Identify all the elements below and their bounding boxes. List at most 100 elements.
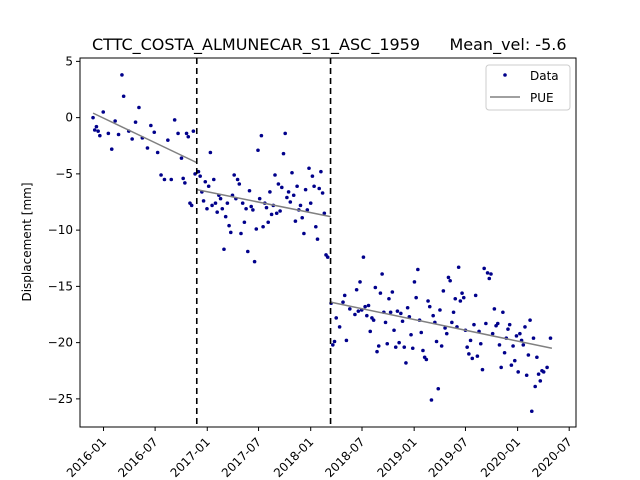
data-point	[133, 120, 138, 124]
data-point	[96, 129, 100, 133]
data-point	[419, 330, 424, 335]
data-point	[358, 280, 362, 284]
axes-frame	[79, 57, 577, 428]
data-point	[91, 115, 95, 120]
data-point	[356, 309, 361, 313]
data-point	[201, 199, 206, 203]
data-point	[368, 329, 373, 334]
data-point	[472, 322, 476, 327]
data-point	[159, 173, 163, 177]
data-point	[244, 206, 248, 211]
x-tick-label: 2018-01	[271, 435, 316, 480]
x-tick-label: 2019-01	[374, 435, 419, 480]
data-point	[286, 190, 291, 194]
data-point	[521, 343, 526, 347]
x-tick-label: 2019-07	[426, 435, 471, 480]
legend-data-label: Data	[530, 69, 559, 83]
data-point	[181, 176, 185, 181]
legend-box	[485, 64, 571, 111]
data-point	[395, 309, 400, 313]
data-point	[213, 201, 218, 205]
data-point	[198, 174, 202, 178]
data-point	[278, 209, 282, 213]
data-point	[232, 173, 236, 177]
data-point	[506, 327, 510, 331]
data-point	[145, 146, 150, 150]
data-point	[414, 295, 418, 300]
data-point	[388, 310, 393, 315]
data-point	[371, 318, 376, 322]
data-point	[348, 307, 352, 311]
data-point	[535, 355, 539, 360]
data-point	[448, 278, 452, 283]
data-point	[456, 265, 461, 270]
data-point	[533, 384, 537, 389]
data-point	[308, 201, 313, 205]
fit-line-segment	[330, 301, 553, 349]
plot-area	[91, 58, 553, 427]
data-point	[511, 344, 515, 348]
data-point	[191, 129, 196, 133]
data-point	[490, 331, 495, 336]
data-point	[254, 227, 259, 231]
data-point	[295, 184, 299, 189]
data-point	[467, 352, 471, 356]
mean-velocity-label: Mean_vel: -5.6	[449, 35, 566, 55]
data-point	[298, 203, 303, 208]
data-point	[222, 247, 226, 252]
data-point	[193, 172, 197, 176]
data-point	[242, 220, 247, 225]
data-point	[285, 195, 289, 200]
legend-fit-label: PUE	[530, 91, 554, 105]
data-point	[512, 358, 517, 363]
data-point	[514, 334, 519, 338]
data-point	[211, 177, 216, 182]
data-point	[106, 131, 111, 136]
data-point	[276, 182, 281, 186]
data-point	[427, 304, 432, 309]
data-point	[314, 224, 318, 229]
data-point	[453, 296, 458, 301]
data-point	[489, 272, 493, 276]
data-point	[397, 340, 401, 345]
data-point	[247, 188, 252, 193]
data-point	[354, 287, 359, 292]
data-point	[325, 255, 330, 259]
data-point	[399, 311, 403, 316]
data-point	[528, 318, 532, 322]
data-point	[245, 249, 250, 254]
x-tick-label: 2018-07	[322, 435, 367, 480]
data-point	[290, 170, 294, 175]
y-tick-label: −5	[55, 167, 73, 181]
y-tick-label: −20	[48, 336, 73, 350]
data-point	[240, 201, 245, 205]
data-point	[341, 300, 345, 304]
data-point	[227, 223, 231, 228]
data-point	[451, 310, 456, 315]
data-point	[283, 131, 288, 136]
data-point	[458, 299, 463, 303]
data-point	[235, 177, 240, 182]
data-point	[366, 303, 371, 308]
data-point	[176, 131, 180, 136]
data-point	[524, 373, 529, 378]
fit-line-segment	[196, 188, 331, 218]
data-point	[312, 184, 316, 189]
y-tick-label: 0	[65, 111, 73, 125]
data-point	[482, 266, 486, 271]
fit-line-segment	[92, 112, 198, 164]
data-point	[206, 184, 211, 189]
data-point	[307, 166, 311, 171]
data-point	[529, 409, 534, 414]
data-point	[531, 336, 536, 340]
data-point	[261, 224, 265, 229]
data-point	[409, 332, 413, 337]
data-point	[373, 285, 378, 290]
data-point	[516, 370, 520, 374]
data-point	[322, 211, 327, 216]
data-point	[189, 203, 194, 208]
data-point	[332, 339, 337, 344]
x-tick-label: 2020-07	[530, 435, 575, 480]
data-point	[443, 326, 447, 330]
data-point	[478, 341, 483, 346]
